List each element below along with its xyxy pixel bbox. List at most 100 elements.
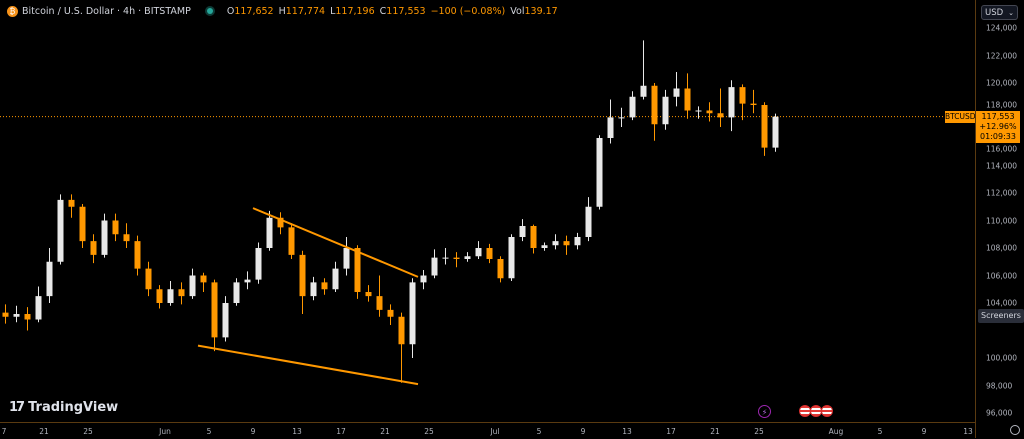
candle-body	[101, 220, 108, 255]
time-tick-label: 9	[921, 427, 927, 436]
screeners-button[interactable]: Screeners	[978, 309, 1024, 323]
low-value: L117,196	[330, 5, 375, 17]
candle-body	[387, 309, 394, 317]
price-tick-label: 124,000	[986, 23, 1018, 33]
candle-body	[431, 257, 438, 276]
tradingview-logo: 17 TradingView	[9, 400, 119, 415]
price-tick-label: 120,000	[986, 78, 1018, 88]
price-tick-label: 118,000	[986, 100, 1018, 110]
candle-body	[420, 275, 427, 283]
symbol-title[interactable]: Bitcoin / U.S. Dollar · 4h · BITSTAMP	[22, 5, 191, 17]
candle-body	[24, 314, 31, 320]
price-tick-label: 100,000	[986, 353, 1018, 363]
price-tick-label: 98,000	[986, 381, 1013, 390]
candle-body	[684, 88, 691, 111]
candle-body	[46, 261, 53, 297]
candle-body	[618, 117, 625, 119]
candle-body	[310, 282, 317, 297]
candle-body	[530, 226, 537, 248]
price-chart[interactable]	[0, 0, 975, 422]
candle-body	[651, 85, 658, 125]
candle-body	[266, 217, 273, 248]
time-tick-label: 17	[336, 427, 346, 436]
time-tick-label: 25	[424, 427, 434, 436]
candle-body	[13, 314, 20, 317]
candle-body	[90, 241, 97, 255]
candle-body	[189, 275, 196, 297]
time-tick-label: 13	[622, 427, 632, 436]
candle-body	[629, 96, 636, 118]
candle-body	[486, 248, 493, 259]
price-axis[interactable]: USD ⌄ 124,000 122,000 120,000 118,000 116,000…	[975, 0, 1024, 438]
candle-body	[607, 117, 614, 138]
time-tick-label: 13	[292, 427, 302, 436]
candle-body	[563, 241, 570, 246]
candle-body	[255, 248, 262, 280]
candle-body	[244, 279, 251, 283]
time-tick-label: Jun	[159, 427, 171, 436]
settings-icon[interactable]	[1010, 425, 1020, 435]
candle-body	[497, 259, 504, 279]
legend-bar: ₿ Bitcoin / U.S. Dollar · 4h · BITSTAMP …	[0, 0, 975, 22]
upper-trendline	[252, 207, 419, 278]
tradingview-logo-icon: 17	[9, 400, 25, 415]
candle-body	[728, 87, 735, 118]
candle-body	[288, 227, 295, 255]
candle-body	[596, 138, 603, 207]
chevron-down-icon: ⌄	[1008, 9, 1014, 17]
candle-body	[178, 289, 185, 297]
candle-body	[35, 296, 42, 320]
candle-body	[332, 268, 339, 290]
time-tick-label: 17	[666, 427, 676, 436]
time-tick-label: 21	[39, 427, 49, 436]
candle-body	[519, 226, 526, 237]
price-tick-label: 104,000	[986, 298, 1018, 308]
candle-body	[585, 206, 592, 237]
time-axis[interactable]: 7 21 25 Jun 5 9 13 17 21 25 Jul 5 9 13 17 21 25 Aug 5 9 13	[0, 422, 975, 439]
price-tick-label: 106,000	[986, 271, 1018, 280]
candle-body	[673, 88, 680, 97]
candle-body	[662, 96, 669, 125]
time-tick-label: 9	[250, 427, 256, 436]
time-tick-label: 25	[83, 427, 93, 436]
candle-body	[442, 257, 449, 259]
time-tick-label: 25	[754, 427, 764, 436]
candle-body	[574, 237, 581, 246]
candle-body	[156, 289, 163, 303]
candle-body	[453, 257, 460, 259]
candle-body	[57, 199, 64, 262]
candle-body	[398, 316, 405, 345]
time-tick-label: Jul	[490, 427, 500, 436]
candle-body	[299, 254, 306, 297]
candle-body	[211, 282, 218, 338]
volume-value: Vol139.17	[510, 5, 558, 17]
price-tick-label: 116,000	[986, 144, 1018, 154]
bitcoin-icon: ₿	[7, 5, 18, 17]
price-tick-label: 108,000	[986, 243, 1018, 253]
candle-body	[365, 292, 372, 297]
candle-body	[409, 282, 416, 345]
market-status-icon	[206, 8, 213, 14]
last-price-label: 117,553 +12.96% 01:09:33	[976, 111, 1020, 143]
candle-body	[2, 312, 9, 317]
price-tick-label: 96,000	[986, 408, 1013, 418]
open-value: O117,652	[226, 5, 274, 17]
price-tick-label: 110,000	[986, 216, 1018, 225]
currency-select[interactable]: USD ⌄	[981, 5, 1018, 20]
price-tick-label: 112,000	[986, 188, 1018, 198]
candle-body	[343, 248, 350, 269]
time-tick-label: 5	[877, 427, 883, 436]
candle-body	[739, 87, 746, 104]
lightning-icon[interactable]: ⚡	[758, 405, 771, 418]
candle-body	[541, 245, 548, 248]
candle-body	[112, 220, 119, 235]
time-tick-label: 13	[963, 427, 973, 436]
candle-body	[717, 113, 724, 118]
candle-body	[552, 241, 559, 246]
time-tick-label: Aug	[828, 427, 844, 436]
candle-body	[508, 237, 515, 279]
candle-body	[640, 85, 647, 97]
candle-body	[233, 282, 240, 303]
us-flag-icon[interactable]	[821, 405, 833, 417]
candle-body	[376, 296, 383, 310]
